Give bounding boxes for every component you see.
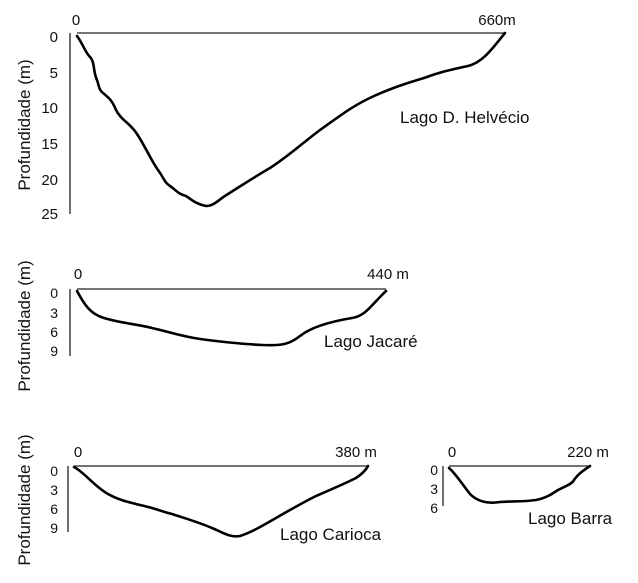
barra-depth-tick: 6 (430, 500, 438, 516)
barra-lake-label: Lago Barra (528, 509, 613, 528)
jacare-depth-profile (75, 289, 388, 347)
carioca-width-end: 380 m (335, 444, 377, 461)
jacare-depth-tick: 9 (50, 343, 58, 359)
helvecio-depth-profile (75, 31, 507, 208)
carioca-depth-tick: 3 (50, 482, 58, 498)
jacare-width-end: 440 m (367, 266, 409, 283)
helvecio-depth-tick: 15 (41, 136, 58, 153)
carioca-depth-tick: 6 (50, 501, 58, 517)
helvecio-lake-label: Lago D. Helvécio (400, 108, 529, 127)
panel-barra: 0 220 m 0 3 6 Lago Barra (430, 444, 612, 528)
helvecio-depth-tick: 0 (50, 29, 58, 46)
helvecio-depth-tick: 20 (41, 172, 58, 189)
carioca-width-start: 0 (74, 444, 82, 461)
jacare-y-axis-label: Profundidade (m) (15, 260, 34, 391)
carioca-lake-label: Lago Carioca (280, 525, 382, 544)
helvecio-width-end: 660m (478, 12, 516, 29)
jacare-width-start: 0 (74, 266, 82, 283)
barra-depth-profile (447, 464, 592, 505)
barra-width-start: 0 (448, 444, 456, 461)
jacare-depth-tick: 0 (50, 285, 58, 301)
helvecio-depth-tick: 5 (50, 65, 58, 82)
helvecio-depth-tick: 10 (41, 100, 58, 117)
carioca-depth-tick: 9 (50, 520, 58, 536)
carioca-y-axis-label: Profundidade (m) (15, 434, 34, 565)
helvecio-depth-tick: 25 (41, 206, 58, 223)
barra-depth-tick: 3 (430, 481, 438, 497)
helvecio-y-axis-label: Profundidade (m) (15, 59, 34, 190)
helvecio-width-start: 0 (72, 12, 80, 29)
panel-helvecio: 0 660m 0 5 10 15 20 25 Lago D. Helvécio (41, 12, 529, 223)
panel-jacare: 0 440 m 0 3 6 9 Lago Jacaré (50, 266, 417, 359)
barra-depth-tick: 0 (430, 462, 438, 478)
barra-width-end: 220 m (567, 444, 609, 461)
jacare-lake-label: Lago Jacaré (324, 332, 418, 351)
panel-carioca: 0 380 m 0 3 6 9 Lago Carioca (50, 444, 381, 544)
carioca-depth-tick: 0 (50, 463, 58, 479)
jacare-depth-tick: 6 (50, 324, 58, 340)
carioca-depth-profile (72, 464, 370, 538)
jacare-depth-tick: 3 (50, 305, 58, 321)
